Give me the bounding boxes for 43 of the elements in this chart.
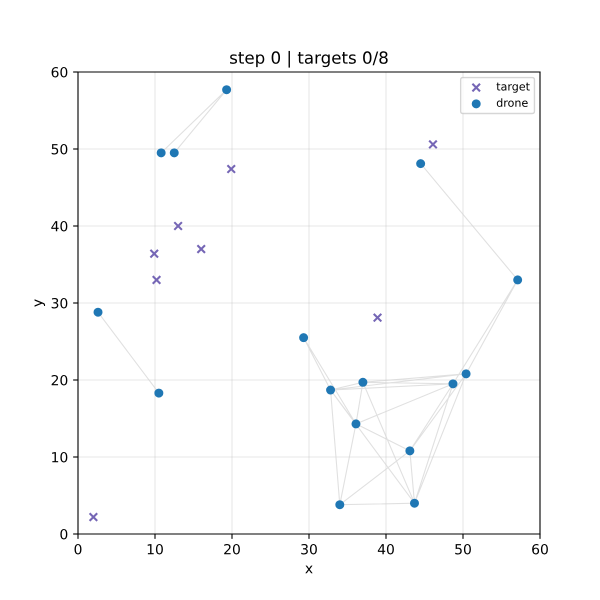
point [335,500,344,510]
point [222,85,232,94]
point [410,498,419,508]
y-tick-label: 10 [52,452,68,462]
x-tick-label: 30 [301,544,317,554]
x-tick-label: 10 [148,544,163,554]
point [173,221,183,231]
point [513,275,522,284]
point [170,148,179,158]
x-tick-label: 20 [224,544,240,554]
point [448,379,458,388]
point [372,312,382,322]
legend-label: drone [496,98,528,107]
y-tick-label: 30 [52,298,68,308]
point [299,333,308,342]
point [152,275,162,285]
y-tick-label: 60 [52,66,68,78]
point [351,419,360,428]
point [358,378,368,387]
point [149,248,160,259]
y-tick-label: 50 [52,144,68,154]
point [196,244,206,254]
y-tick-label: 40 [51,220,68,232]
point [462,369,471,378]
point [94,308,103,317]
x-tick-label: 0 [74,544,82,554]
x-tick-label: 40 [378,544,394,554]
point [428,140,438,150]
point [326,386,336,395]
point [156,148,166,158]
chart-title: step 0 | targets 0/8 [230,50,388,68]
point [154,388,164,398]
y-axis-title: y [34,299,46,307]
x-tick-label: 60 [532,544,548,554]
point [416,159,426,168]
y-tick-label: 20 [52,374,68,386]
y-tick-label: 0 [60,528,68,540]
point [405,446,414,456]
point [88,512,98,522]
x-tick-label: 50 [455,544,471,554]
point [226,164,236,174]
legend-label: target [496,82,530,93]
x-axis-title: x [305,566,313,574]
